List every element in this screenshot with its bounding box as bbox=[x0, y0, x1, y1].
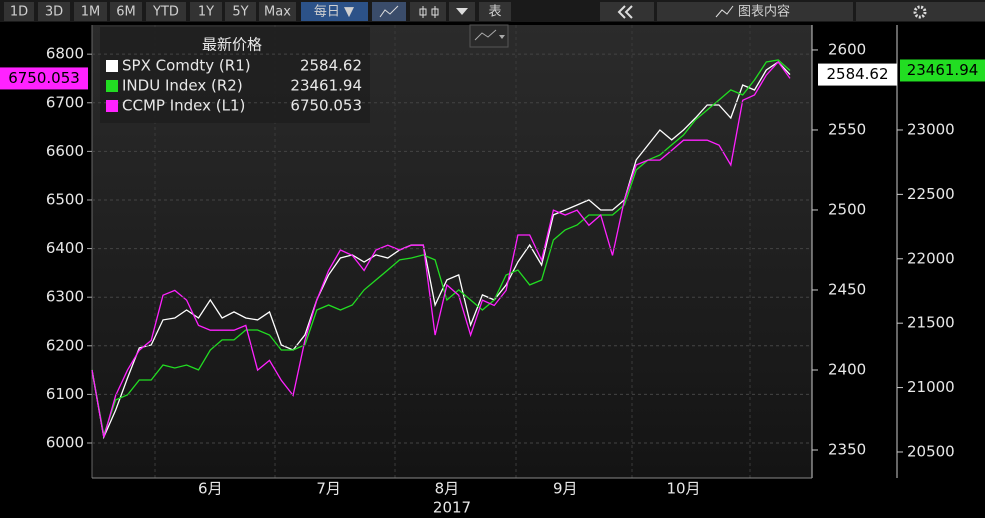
y2-tick-label: 2550 bbox=[828, 120, 866, 138]
period-label: Max bbox=[264, 5, 291, 20]
y3-tick-label: 20500 bbox=[907, 442, 955, 460]
y2-tick-label: 2500 bbox=[828, 200, 866, 218]
dropdown-icon bbox=[456, 8, 468, 15]
candle-icon bbox=[419, 8, 427, 16]
period-label: 1D bbox=[10, 5, 28, 20]
x-tick-label: 7月 bbox=[316, 480, 341, 498]
y3-tick-label: 22000 bbox=[907, 249, 955, 267]
legend-label: SPX Comdty (R1) bbox=[122, 57, 251, 75]
series-lines bbox=[91, 59, 791, 440]
period-button[interactable] bbox=[190, 2, 222, 21]
period-button[interactable] bbox=[110, 2, 142, 21]
y-tick-label: 6000 bbox=[46, 434, 84, 452]
settings-button[interactable] bbox=[856, 2, 985, 21]
legend-swatch bbox=[106, 100, 118, 112]
last-value-label: 6750.053 bbox=[8, 69, 80, 87]
period-label: YTD bbox=[152, 5, 179, 20]
legend-value: 23461.94 bbox=[290, 77, 362, 95]
legend-swatch bbox=[106, 60, 118, 72]
period-label: 1Y bbox=[198, 5, 214, 20]
period-button[interactable] bbox=[259, 2, 296, 21]
last-value-tag bbox=[900, 59, 985, 82]
y-tick-label: 6300 bbox=[46, 288, 84, 306]
y2-tick-label: 2400 bbox=[828, 360, 866, 378]
chart-style-icon bbox=[474, 29, 497, 41]
y2-tick-label: 2600 bbox=[828, 40, 866, 58]
period-label: 6M bbox=[116, 5, 136, 20]
table-label: 表 bbox=[488, 5, 501, 20]
period-label: 5Y bbox=[232, 5, 248, 20]
y-tick-label: 6100 bbox=[46, 385, 84, 403]
last-value-tag bbox=[0, 67, 88, 90]
frequency-button[interactable] bbox=[301, 2, 368, 21]
series-line bbox=[91, 60, 791, 438]
candle-icon bbox=[422, 6, 436, 18]
y2-tick-label: 2350 bbox=[828, 440, 866, 458]
period-button[interactable] bbox=[146, 2, 186, 21]
last-value-tag bbox=[818, 63, 897, 86]
period-label: 3D bbox=[45, 5, 63, 20]
period-button[interactable] bbox=[38, 2, 70, 21]
y3-tick-label: 21500 bbox=[907, 314, 955, 332]
series-line bbox=[91, 61, 791, 440]
x-tick-label: 6月 bbox=[198, 480, 223, 498]
y-tick-label: 6600 bbox=[46, 142, 84, 160]
y-tick-label: 6200 bbox=[46, 336, 84, 354]
gear-icon bbox=[913, 5, 927, 19]
legend-label: INDU Index (R2) bbox=[122, 77, 243, 95]
dropdown-icon bbox=[499, 35, 505, 39]
last-value-label: 2584.62 bbox=[826, 65, 888, 83]
period-button[interactable] bbox=[4, 2, 34, 21]
y-tick-label: 6800 bbox=[46, 45, 84, 63]
x-tick-label: 8月 bbox=[435, 480, 460, 498]
legend-title: 最新价格 bbox=[202, 36, 262, 54]
period-label: 1M bbox=[81, 5, 101, 20]
y3-tick-label: 23000 bbox=[907, 120, 955, 138]
y-tick-label: 6400 bbox=[46, 239, 84, 257]
x-tick-label: 9月 bbox=[553, 480, 578, 498]
toolbar: 表 图表内容 1D 3D 1M 6M YTD 1Y 5Y Max 每日 ▼ bbox=[0, 0, 985, 22]
chart-content-label: 图表内容 bbox=[738, 4, 790, 20]
collapse-icon bbox=[617, 5, 633, 19]
y3-tick-label: 21000 bbox=[907, 378, 955, 396]
y-tick-label: 6500 bbox=[46, 190, 84, 208]
period-button[interactable] bbox=[225, 2, 256, 21]
y2-tick-label: 2450 bbox=[828, 280, 866, 298]
period-button[interactable] bbox=[74, 2, 107, 21]
series-line bbox=[91, 59, 791, 438]
legend-label: CCMP Index (L1) bbox=[122, 97, 245, 115]
last-value-label: 23461.94 bbox=[907, 61, 979, 79]
y3-tick-label: 22500 bbox=[907, 185, 955, 203]
line-icon bbox=[379, 5, 399, 18]
chart-content-button[interactable] bbox=[657, 2, 853, 21]
legend-box bbox=[100, 27, 370, 123]
line-chart-button[interactable] bbox=[372, 2, 406, 21]
table-button[interactable] bbox=[479, 2, 511, 21]
frequency-label: 每日 ▼ bbox=[314, 4, 354, 20]
y-tick-label: 6700 bbox=[46, 93, 84, 111]
legend-swatch bbox=[106, 80, 118, 92]
legend-value: 2584.62 bbox=[300, 57, 362, 75]
candle-icon bbox=[431, 8, 439, 16]
chart-icon bbox=[715, 5, 734, 18]
x-axis-label: 2017 bbox=[433, 499, 471, 517]
x-tick-label: 10月 bbox=[666, 480, 700, 498]
bar-chart-button[interactable] bbox=[410, 2, 446, 21]
legend-value: 6750.053 bbox=[290, 97, 362, 115]
